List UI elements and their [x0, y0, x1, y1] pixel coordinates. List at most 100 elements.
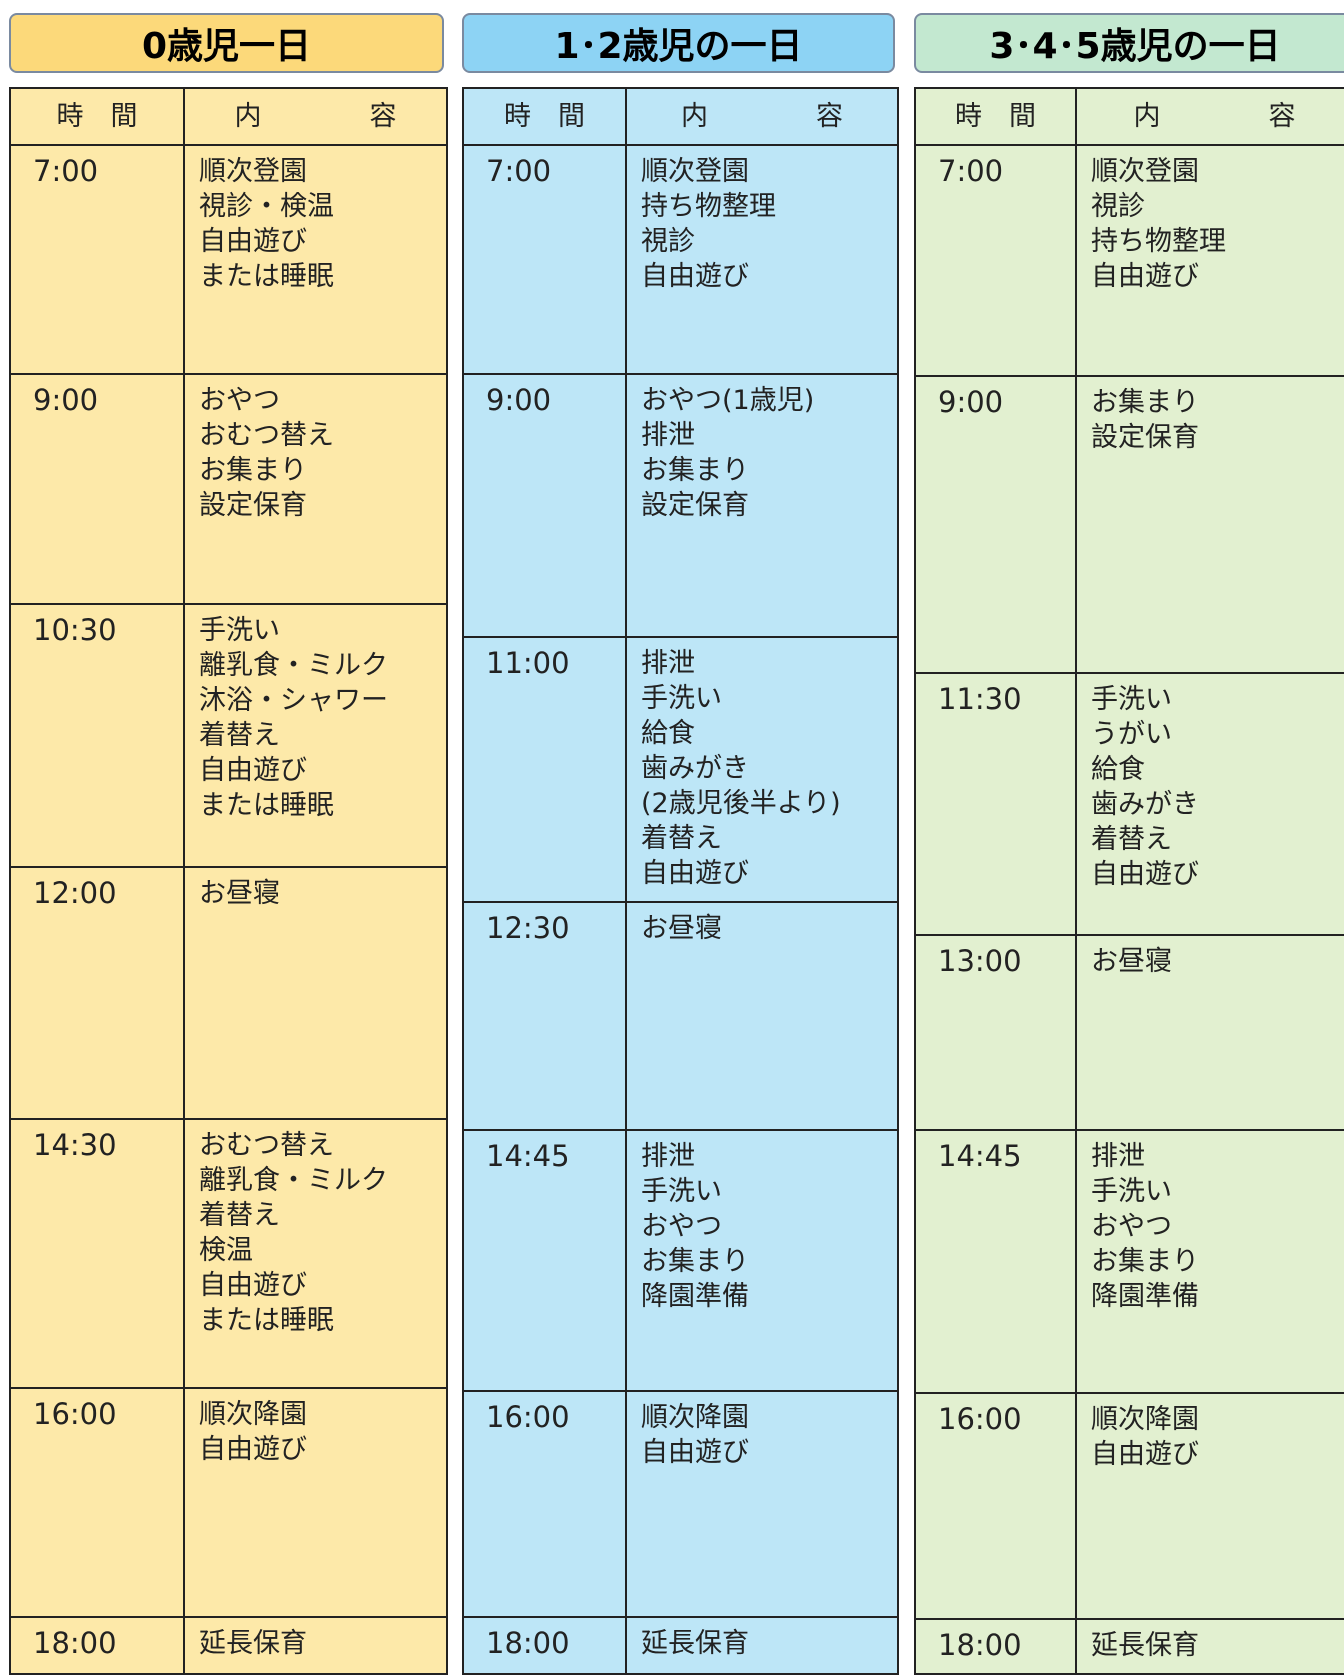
- time-cell: 9:00: [462, 373, 627, 638]
- activity: おやつ(1歳児): [641, 385, 815, 416]
- activity: 自由遊び: [641, 1437, 749, 1468]
- activity: おやつ: [199, 385, 280, 416]
- content-cell: 順次登園 視診 持ち物整理 自由遊び: [1075, 144, 1344, 377]
- time-cell: 9:00: [914, 375, 1077, 674]
- activity: 排泄: [1091, 1141, 1145, 1172]
- activity: お昼寝: [1091, 946, 1172, 977]
- activity: 順次降園: [641, 1402, 749, 1433]
- activity: 自由遊び: [199, 226, 307, 257]
- content-cell: 順次降園 自由遊び: [1075, 1392, 1344, 1620]
- activity: 設定保育: [641, 490, 749, 521]
- header-content: 内 容: [1075, 87, 1344, 146]
- content-cell: お集まり 設定保育: [1075, 375, 1344, 674]
- activity: 延長保育: [1091, 1630, 1199, 1661]
- activity: 検温: [199, 1235, 253, 1266]
- time-cell: 9:00: [9, 373, 185, 605]
- content-cell: 手洗い うがい 給食 歯みがき 着替え 自由遊び: [1075, 672, 1344, 936]
- activity: 手洗い: [641, 683, 722, 714]
- header-time: 時 間: [914, 87, 1077, 146]
- activity: お集まり: [1091, 387, 1199, 418]
- time-cell: 18:00: [462, 1616, 627, 1675]
- activity: 延長保育: [199, 1628, 307, 1659]
- time-cell: 16:00: [462, 1390, 627, 1618]
- activity: (2歳児後半より): [641, 788, 841, 819]
- activity: 持ち物整理: [641, 191, 776, 222]
- content-cell: 排泄 手洗い おやつ お集まり 降園準備: [625, 1129, 899, 1392]
- activity: 自由遊び: [199, 1434, 307, 1465]
- activity: お昼寝: [641, 913, 722, 944]
- activity: おやつ: [1091, 1211, 1172, 1242]
- content-cell: 順次登園 視診・検温 自由遊び または睡眠: [183, 144, 448, 375]
- column-title: 1･2歳児の一日: [462, 13, 895, 73]
- activity: 視診: [1091, 191, 1145, 222]
- activity: おむつ替え: [199, 1130, 334, 1161]
- content-cell: 順次登園 持ち物整理 視診 自由遊び: [625, 144, 899, 375]
- content-cell: おやつおむつ替えお集まり設定保育: [183, 373, 448, 605]
- activity: 歯みがき: [641, 753, 749, 784]
- activity: 手洗い: [199, 615, 280, 646]
- activity: 設定保育: [1091, 422, 1199, 453]
- time-cell: 14:45: [914, 1129, 1077, 1394]
- content-cell: おやつ(1歳児) 排泄 お集まり 設定保育: [625, 373, 899, 638]
- header-time: 時 間: [462, 87, 627, 146]
- activity: 離乳食・ミルク: [199, 1165, 388, 1196]
- column-title: 3･4･5歳児の一日: [914, 13, 1344, 73]
- activity: お集まり: [1091, 1246, 1199, 1277]
- header-content: 内 容: [183, 87, 448, 146]
- content-cell: 手洗い 離乳食・ミルク 沐浴・シャワー 着替え 自由遊び または睡眠: [183, 603, 448, 868]
- header-time: 時 間: [9, 87, 185, 146]
- activity: 排泄: [641, 1141, 695, 1172]
- activity: 手洗い: [1091, 684, 1172, 715]
- content-cell: お昼寝: [1075, 934, 1344, 1131]
- time-cell: 11:30: [914, 672, 1077, 936]
- activity: 自由遊び: [199, 1270, 307, 1301]
- activity: 着替え: [199, 720, 280, 751]
- activity: おむつ替え: [199, 420, 334, 451]
- time-cell: 16:00: [9, 1387, 185, 1618]
- header-content: 内 容: [625, 87, 899, 146]
- activity: 降園準備: [641, 1281, 749, 1312]
- time-cell: 13:00: [914, 934, 1077, 1131]
- activity: お昼寝: [199, 878, 280, 909]
- activity: 手洗い: [1091, 1176, 1172, 1207]
- time-cell: 10:30: [9, 603, 185, 868]
- activity: 歯みがき: [1091, 789, 1199, 820]
- activity: 降園準備: [1091, 1281, 1199, 1312]
- activity: おやつ: [641, 1211, 722, 1242]
- activity: 排泄: [641, 420, 695, 451]
- content-cell: おむつ替え 離乳食・ミルク 着替え 検温 自由遊び または睡眠: [183, 1118, 448, 1389]
- activity: 自由遊び: [199, 755, 307, 786]
- activity: 沐浴・シャワー: [199, 685, 388, 716]
- activity: お集まり: [199, 455, 307, 486]
- activity: 自由遊び: [641, 261, 749, 292]
- activity: 順次登園: [1091, 156, 1199, 187]
- activity: 設定保育: [199, 490, 307, 521]
- content-cell: お昼寝: [183, 866, 448, 1120]
- time-cell: 12:30: [462, 901, 627, 1131]
- activity: または睡眠: [199, 261, 334, 292]
- activity: 給食: [641, 718, 695, 749]
- activity: 排泄: [641, 648, 695, 679]
- time-cell: 11:00: [462, 636, 627, 903]
- time-cell: 7:00: [914, 144, 1077, 377]
- time-cell: 14:30: [9, 1118, 185, 1389]
- content-cell: 排泄手洗いおやつお集まり降園準備: [1075, 1129, 1344, 1394]
- time-cell: 7:00: [462, 144, 627, 375]
- activity: うがい: [1091, 719, 1172, 750]
- activity: または睡眠: [199, 790, 334, 821]
- activity: 自由遊び: [641, 858, 749, 889]
- content-cell: 順次降園 自由遊び: [183, 1387, 448, 1618]
- activity: 順次登園: [641, 156, 749, 187]
- activity: または睡眠: [199, 1305, 334, 1336]
- column-title: 0歳児一日: [9, 13, 444, 73]
- activity: 着替え: [641, 823, 722, 854]
- content-cell: 延長保育: [625, 1616, 899, 1675]
- time-cell: 18:00: [914, 1618, 1077, 1675]
- time-cell: 16:00: [914, 1392, 1077, 1620]
- time-cell: 7:00: [9, 144, 185, 375]
- activity: 延長保育: [641, 1628, 749, 1659]
- activity: 順次降園: [199, 1399, 307, 1430]
- time-cell: 18:00: [9, 1616, 185, 1675]
- activity: 順次登園: [199, 156, 307, 187]
- activity: 着替え: [1091, 824, 1172, 855]
